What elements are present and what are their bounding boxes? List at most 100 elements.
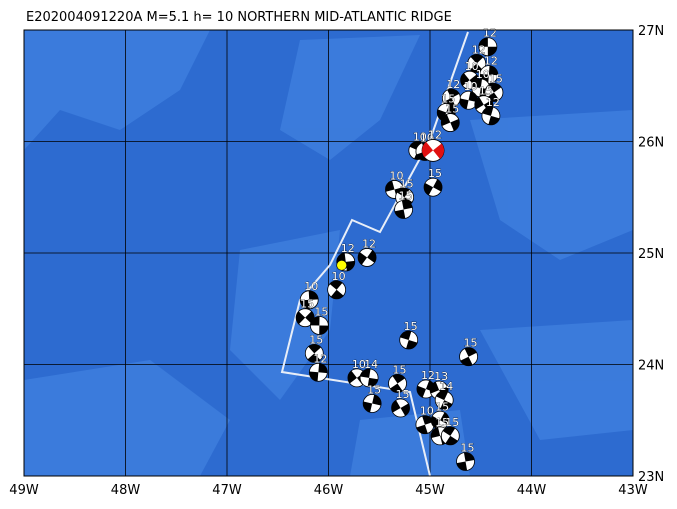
depth-label: 10 — [389, 169, 403, 182]
beachball-quadrant — [470, 54, 484, 73]
beachball-quadrant — [479, 65, 498, 84]
beachball-quadrant — [436, 391, 453, 410]
beachball-quadrant — [394, 200, 413, 219]
depth-label: 13 — [434, 370, 448, 383]
beachball-quadrant — [482, 106, 500, 125]
focal-mechanism: 15 — [309, 305, 329, 335]
map-title: E202004091220A M=5.1 h= 10 NORTHERN MID-… — [26, 10, 452, 25]
x-tick-label: 43W — [618, 483, 648, 498]
beachball-quadrant — [307, 344, 321, 363]
beachball-quadrant — [310, 316, 329, 335]
focal-mechanism: 12 — [481, 96, 501, 126]
depth-label: 15 — [428, 167, 442, 180]
focal-mechanism: 15 — [484, 72, 504, 102]
depth-label: 15 — [400, 177, 414, 190]
beachball-quadrant — [390, 374, 405, 393]
depth-label: 15 — [396, 388, 410, 401]
focal-mechanism: 15 — [295, 297, 315, 328]
focal-mechanism: 10 — [299, 280, 319, 310]
depth-label: 15 — [445, 103, 459, 116]
depth-label: 15 — [461, 442, 475, 455]
focal-mechanism: 15 — [362, 383, 382, 413]
depth-label: 14 — [439, 380, 453, 393]
y-tick-label: 26N — [638, 136, 664, 151]
depth-label: 15 — [309, 333, 323, 346]
depth-label: 15 — [393, 363, 407, 376]
focal-mechanism: 12 — [357, 237, 377, 267]
y-tick-label: 24N — [638, 359, 664, 374]
bathymetry — [24, 30, 633, 476]
depth-label: 15 — [479, 85, 493, 98]
focal-mechanism: 10 — [415, 404, 435, 435]
beachball-quadrant — [400, 330, 418, 349]
depth-label: 10 — [420, 405, 434, 418]
x-tick-label: 48W — [111, 483, 141, 498]
depth-label: 12 — [362, 237, 376, 250]
depth-label: 12 — [421, 369, 435, 382]
depth-label: 10 — [332, 270, 346, 283]
y-tick-label: 27N — [638, 24, 664, 39]
beachball-quadrant — [422, 141, 445, 159]
focal-mechanism: 14 — [359, 358, 379, 388]
depth-label: 14 — [364, 358, 378, 371]
depth-label: 15 — [445, 416, 459, 429]
x-tick-label: 49W — [9, 483, 39, 498]
depth-label: 15 — [404, 320, 418, 333]
depth-label: 12 — [472, 43, 486, 56]
depth-label: 15 — [464, 337, 478, 350]
beachball-quadrant — [478, 37, 497, 56]
beachball-quadrant — [336, 252, 355, 271]
depth-label: 15 — [399, 190, 413, 203]
depth-label: 15 — [314, 305, 328, 318]
depth-label: 10 — [304, 280, 318, 293]
focal-mechanism: 15 — [430, 400, 450, 430]
depth-label: 15 — [441, 93, 455, 106]
beachball-quadrant — [300, 290, 319, 309]
map-frame — [23, 29, 634, 477]
focal-mechanism: 15 — [423, 167, 443, 197]
beachball-quadrant — [460, 347, 477, 366]
focal-mechanism: 15 — [456, 441, 475, 471]
beachball-quadrant — [443, 89, 460, 108]
depth-label: 10 — [465, 60, 479, 73]
depth-label: 12 — [341, 242, 355, 255]
beachball-quadrant — [296, 311, 315, 325]
beachball-quadrant — [391, 400, 410, 416]
focal-mechanism: 15 — [440, 102, 460, 132]
beachball-quadrant — [416, 415, 434, 434]
depth-label: 15 — [489, 72, 503, 85]
beachball-quadrant — [442, 426, 458, 445]
focal-mechanism: 15 — [459, 336, 478, 367]
depth-label: 12 — [446, 78, 460, 91]
beachball-quadrant — [360, 368, 378, 387]
focal-mechanism: 14 — [434, 380, 454, 410]
beachball-quadrant — [309, 363, 328, 382]
beachball-quadrant — [431, 412, 450, 429]
depth-label: 10 — [464, 80, 478, 93]
x-tick-label: 44W — [517, 483, 547, 498]
depth-label: 10 — [352, 358, 366, 371]
focal-mechanism: 12 — [308, 352, 328, 382]
depth-label: 12 — [483, 27, 497, 40]
depth-label: 10 — [476, 68, 490, 81]
depth-label: 15 — [435, 400, 449, 413]
focal-mechanism: 12 — [479, 54, 499, 84]
focal-mechanism: 15 — [394, 189, 414, 219]
depth-label: 15 — [367, 384, 381, 397]
beachball-quadrant — [459, 91, 478, 110]
depth-label: 15 — [435, 416, 449, 429]
beachball-quadrant — [441, 114, 460, 131]
focal-mechanism: 15 — [391, 388, 410, 418]
beachball-quadrant — [486, 83, 502, 102]
x-tick-label: 45W — [415, 483, 445, 498]
depth-label: 15 — [300, 298, 314, 311]
x-tick-label: 47W — [212, 483, 242, 498]
focal-mechanism: 12 — [421, 128, 445, 162]
focal-mechanism: 15 — [399, 320, 419, 350]
beachball-quadrant — [437, 104, 456, 121]
depth-label: 12 — [484, 55, 498, 68]
x-tick-label: 46W — [314, 483, 344, 498]
beachball-quadrant — [358, 250, 377, 265]
